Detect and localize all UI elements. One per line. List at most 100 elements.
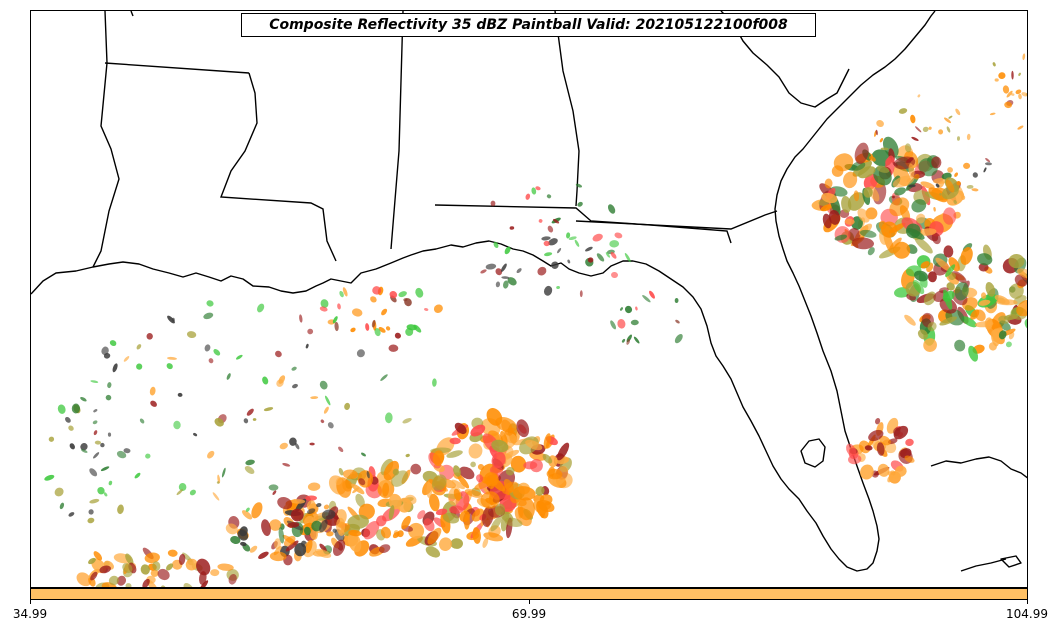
reflectivity-cell <box>876 119 884 128</box>
reflectivity-cell <box>914 236 933 254</box>
reflectivity-cell <box>309 442 315 446</box>
reflectivity-cell <box>575 183 583 188</box>
reflectivity-cell <box>459 510 470 523</box>
reflectivity-cell <box>864 445 873 451</box>
reflectivity-cell <box>54 487 64 497</box>
reflectivity-cell <box>57 404 66 414</box>
reflectivity-cell <box>1004 101 1012 109</box>
reflectivity-cell <box>326 531 334 537</box>
reflectivity-cell <box>338 467 344 476</box>
reflectivity-cell <box>285 540 299 552</box>
reflectivity-cell <box>252 418 257 421</box>
reflectivity-cell <box>943 245 954 258</box>
reflectivity-cell <box>319 543 327 552</box>
reflectivity-cell <box>557 442 570 461</box>
reflectivity-cell <box>860 464 874 480</box>
reflectivity-cell <box>107 382 112 389</box>
reflectivity-cell <box>851 161 866 171</box>
reflectivity-cell <box>853 190 860 202</box>
reflectivity-cell <box>435 508 448 516</box>
reflectivity-cell <box>243 418 249 424</box>
reflectivity-cell <box>994 294 1010 305</box>
reflectivity-cell <box>904 455 915 463</box>
reflectivity-cell <box>105 394 112 401</box>
reflectivity-cell <box>432 378 437 387</box>
reflectivity-cell <box>882 136 899 158</box>
reflectivity-cell <box>287 522 300 528</box>
reflectivity-cell <box>89 498 100 504</box>
reflectivity-cell <box>482 506 494 527</box>
reflectivity-cell <box>544 252 553 257</box>
reflectivity-cell <box>136 344 142 350</box>
reflectivity-cell <box>621 338 626 343</box>
reflectivity-cell <box>968 345 979 362</box>
reflectivity-cell <box>324 395 331 406</box>
reflectivity-cell <box>834 234 848 241</box>
reflectivity-cell <box>92 420 98 425</box>
reflectivity-cell <box>992 62 996 67</box>
reflectivity-cell <box>1017 268 1027 279</box>
border-al-fl <box>434 204 732 244</box>
reflectivity-cell <box>334 321 339 332</box>
reflectivity-cell <box>385 326 391 331</box>
reflectivity-cell <box>217 563 234 571</box>
reflectivity-cell <box>145 453 151 459</box>
reflectivity-cell <box>338 446 344 453</box>
reflectivity-cell <box>920 181 935 189</box>
reflectivity-cell <box>857 208 870 223</box>
reflectivity-cell <box>935 183 940 188</box>
reflectivity-cell <box>917 94 921 98</box>
reflectivity-cell <box>889 197 910 217</box>
reflectivity-cell <box>946 126 951 133</box>
reflectivity-cell <box>1010 93 1015 96</box>
reflectivity-cell <box>408 522 425 539</box>
reflectivity-cell <box>337 303 341 310</box>
reflectivity-cell <box>1002 85 1010 94</box>
reflectivity-cell <box>332 528 337 533</box>
reflectivity-cell <box>108 575 119 586</box>
reflectivity-cell <box>167 356 177 360</box>
state-borders <box>92 11 778 268</box>
reflectivity-cell <box>887 471 900 479</box>
reflectivity-cell <box>210 569 220 577</box>
reflectivity-cell <box>626 339 631 345</box>
reflectivity-cell <box>824 178 833 189</box>
reflectivity-cell <box>509 226 515 230</box>
reflectivity-cell <box>566 232 571 239</box>
reflectivity-cell <box>166 563 174 571</box>
reflectivity-cell <box>242 510 253 520</box>
reflectivity-cell <box>892 162 898 167</box>
reflectivity-cell <box>994 78 999 82</box>
reflectivity-cell <box>381 308 388 316</box>
reflectivity-cell <box>630 319 639 326</box>
reflectivity-cell <box>454 422 467 435</box>
reflectivity-cell <box>504 517 523 528</box>
reflectivity-cell <box>523 461 538 470</box>
reflectivity-cell <box>1016 299 1027 317</box>
reflectivity-cell <box>820 204 833 212</box>
reflectivity-cell <box>939 192 942 196</box>
reflectivity-cell <box>490 200 496 207</box>
reflectivity-cell <box>945 179 955 193</box>
reflectivity-cell <box>525 439 543 451</box>
reflectivity-cell <box>877 463 890 477</box>
reflectivity-cell <box>216 481 220 484</box>
reflectivity-cell <box>985 282 996 297</box>
reflectivity-cell <box>430 447 451 454</box>
reflectivity-cell <box>480 491 500 509</box>
reflectivity-cell <box>892 195 895 199</box>
reflectivity-cell <box>551 261 559 269</box>
reflectivity-cell <box>268 484 279 491</box>
reflectivity-cell <box>378 327 386 333</box>
reflectivity-cell <box>100 466 110 472</box>
reflectivity-cell <box>894 187 906 196</box>
reflectivity-cell <box>915 126 922 133</box>
reflectivity-cell <box>351 308 363 317</box>
reflectivity-cell <box>157 568 170 581</box>
reflectivity-cell <box>152 561 161 571</box>
reflectivity-cell <box>122 563 133 574</box>
reflectivity-cell <box>366 470 370 479</box>
reflectivity-cell <box>290 499 306 504</box>
reflectivity-cell <box>954 172 959 177</box>
reflectivity-cell <box>228 574 237 585</box>
